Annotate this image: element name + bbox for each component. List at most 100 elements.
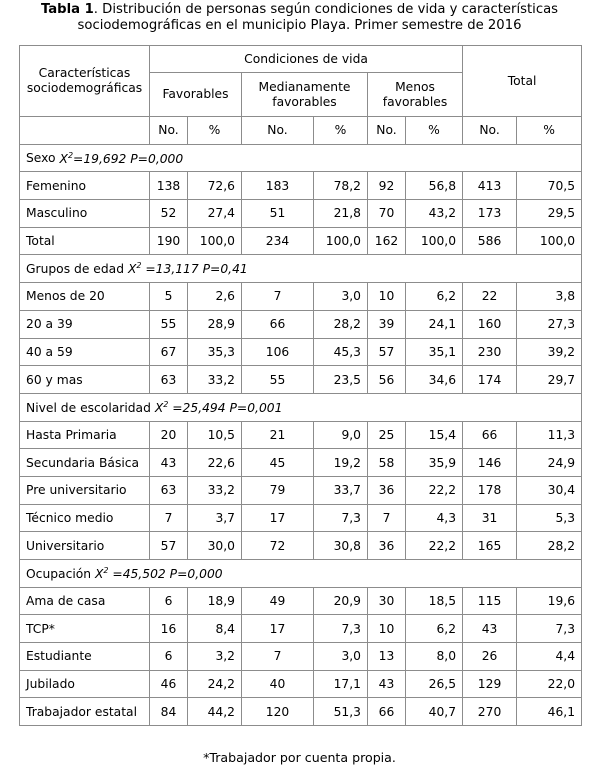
count-cell: 79 xyxy=(241,475,314,505)
stat-superscript: 2 xyxy=(67,150,74,160)
stat-symbol: X xyxy=(154,400,164,415)
caption-line-1: Tabla 1. Distribución de personas según … xyxy=(0,2,599,18)
percent-cell: 28,2 xyxy=(313,309,368,339)
table-row: Trabajador estatal 84 44,2 120 51,3 66 40,7 270… xyxy=(19,697,583,727)
pct-header: % xyxy=(187,116,242,145)
percent-cell: 17,1 xyxy=(313,669,368,699)
percent-cell: 22,0 xyxy=(516,669,583,699)
count-cell: 129 xyxy=(462,669,518,699)
count-cell: 413 xyxy=(462,171,518,201)
percent-cell: 10,5 xyxy=(187,420,242,450)
header-row-1: Características sociodemográficas Condic… xyxy=(19,45,583,117)
table-row: Menos de 20 5 2,6 7 3,0 10 6,2 22 3,8 xyxy=(19,282,583,311)
percent-cell: 8,0 xyxy=(404,642,464,671)
percent-cell: 100,0 xyxy=(187,226,242,256)
count-cell: 46 xyxy=(149,669,188,699)
row-label: Jubilado xyxy=(19,669,150,699)
count-cell: 230 xyxy=(462,337,518,367)
count-cell: 36 xyxy=(367,475,406,505)
data-table: Características sociodemográficas Condic… xyxy=(18,45,583,727)
percent-cell: 30,4 xyxy=(516,475,583,505)
stat-values: =19,692 P=0,000 xyxy=(73,151,184,166)
percent-cell: 26,5 xyxy=(404,669,464,699)
count-cell: 66 xyxy=(241,309,314,339)
count-cell: 234 xyxy=(241,226,314,256)
stat-symbol: X xyxy=(127,262,137,277)
no-header: No. xyxy=(241,116,314,145)
row-label: Pre universitario xyxy=(19,475,150,505)
percent-cell: 44,2 xyxy=(187,697,242,727)
percent-cell: 18,5 xyxy=(404,586,464,616)
stat-superscript: 2 xyxy=(103,565,109,575)
empty-header-cell xyxy=(19,116,150,145)
count-cell: 162 xyxy=(367,226,406,256)
percent-cell: 7,3 xyxy=(313,503,368,533)
percent-cell: 46,1 xyxy=(516,697,583,727)
count-cell: 56 xyxy=(367,365,406,394)
count-cell: 20 xyxy=(149,420,188,450)
count-cell: 270 xyxy=(462,697,518,727)
count-cell: 67 xyxy=(149,337,188,367)
count-cell: 10 xyxy=(367,282,406,311)
stat-superscript: 2 xyxy=(136,261,142,271)
percent-cell: 51,3 xyxy=(313,697,368,727)
percent-cell: 4,4 xyxy=(516,642,583,671)
count-cell: 7 xyxy=(241,282,314,311)
count-cell: 120 xyxy=(241,697,314,727)
percent-cell: 72,6 xyxy=(187,171,242,201)
percent-cell: 24,1 xyxy=(404,309,464,339)
percent-cell: 34,6 xyxy=(404,365,464,394)
section-title: Sexo xyxy=(26,151,60,166)
count-cell: 115 xyxy=(462,586,518,616)
percent-cell: 7,3 xyxy=(516,614,583,644)
stat-values: =13,117 P=0,41 xyxy=(141,262,248,277)
percent-cell: 9,0 xyxy=(313,420,368,450)
count-cell: 7 xyxy=(241,642,314,671)
count-cell: 25 xyxy=(367,420,406,450)
row-label: Secundaria Básica xyxy=(19,448,150,477)
no-header: No. xyxy=(367,116,406,145)
row-label-header-line1: Características xyxy=(38,66,131,80)
row-label: Femenino xyxy=(19,171,150,201)
count-cell: 7 xyxy=(149,503,188,533)
table-row: 60 y mas 63 33,2 55 23,5 56 34,6 174 29,7 xyxy=(19,365,583,394)
count-cell: 174 xyxy=(462,365,518,394)
table-row: Jubilado 46 24,2 40 17,1 43 26,5 129 22,0 xyxy=(19,669,583,699)
table-row: Total 190 100,0 234 100,0 162 100,0 586 100,0 xyxy=(19,226,583,256)
table-row: Ama de casa 6 18,9 49 20,9 30 18,5 115 19,6 xyxy=(19,586,583,616)
count-cell: 16 xyxy=(149,614,188,644)
percent-cell: 19,2 xyxy=(313,448,368,477)
percent-cell: 27,4 xyxy=(187,199,242,228)
count-cell: 57 xyxy=(149,531,188,560)
row-label-header-line2: sociodemográficas xyxy=(26,81,143,95)
table-row: 40 a 59 67 35,3 106 45,3 57 35,1 230 39,2 xyxy=(19,337,583,367)
menos-header: Menos favorables xyxy=(366,72,464,117)
count-cell: 36 xyxy=(367,531,406,560)
count-cell: 63 xyxy=(149,365,188,394)
footnote: *Trabajador por cuenta propia. xyxy=(203,750,396,765)
percent-cell: 56,8 xyxy=(404,171,464,201)
total-header: Total xyxy=(462,45,583,117)
count-cell: 43 xyxy=(367,669,406,699)
percent-cell: 35,3 xyxy=(187,337,242,367)
percent-cell: 19,6 xyxy=(516,586,583,616)
pct-header: % xyxy=(404,116,464,145)
count-cell: 178 xyxy=(462,475,518,505)
count-cell: 183 xyxy=(241,171,314,201)
percent-cell: 100,0 xyxy=(404,226,464,256)
section-title: Nivel de escolaridad xyxy=(26,400,155,415)
caption-text-1: . Distribución de personas según condici… xyxy=(93,2,559,17)
count-cell: 72 xyxy=(241,531,314,560)
count-cell: 40 xyxy=(241,669,314,699)
percent-cell: 35,1 xyxy=(404,337,464,367)
group-header: Condiciones de vida xyxy=(148,45,464,73)
count-cell: 31 xyxy=(462,503,518,533)
percent-cell: 28,2 xyxy=(516,531,583,560)
percent-cell: 43,2 xyxy=(404,199,464,228)
row-label: Menos de 20 xyxy=(19,282,150,311)
table-caption: Tabla 1. Distribución de personas según … xyxy=(0,2,599,34)
percent-cell: 39,2 xyxy=(516,337,583,367)
row-label: Estudiante xyxy=(19,642,150,671)
count-cell: 92 xyxy=(367,171,406,201)
count-cell: 586 xyxy=(462,226,518,256)
